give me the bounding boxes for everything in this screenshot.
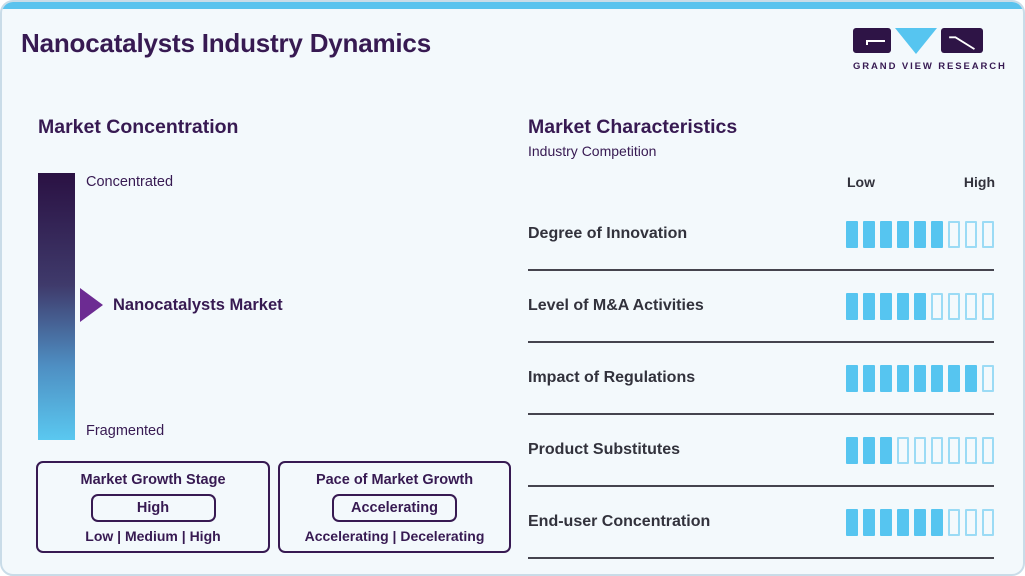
- fragmented-label: Fragmented: [86, 423, 165, 439]
- rating-segment-filled: [863, 364, 875, 392]
- rating-segment-empty: [982, 508, 994, 536]
- rating-segment-filled: [965, 364, 977, 392]
- pace-options: Accelerating | Decelerating: [304, 528, 485, 544]
- pace-value: Accelerating: [332, 494, 457, 522]
- page-title: Nanocatalysts Industry Dynamics: [21, 28, 431, 58]
- rating-segment-empty: [982, 292, 994, 320]
- rating-segment-empty: [965, 220, 977, 248]
- rating-bar: [846, 508, 994, 536]
- rating-segment-empty: [982, 436, 994, 464]
- rating-segment-filled: [897, 292, 909, 320]
- rating-segment-filled: [863, 220, 875, 248]
- rating-segment-empty: [965, 508, 977, 536]
- rating-segment-filled: [931, 220, 943, 248]
- rating-segment-filled: [846, 508, 858, 536]
- rating-segment-filled: [846, 364, 858, 392]
- rating-segment-filled: [846, 292, 858, 320]
- rating-segment-filled: [880, 508, 892, 536]
- characteristic-label: End-user Concentration: [528, 513, 711, 530]
- characteristic-row: Impact of Regulations: [528, 343, 994, 415]
- rating-segment-empty: [948, 436, 960, 464]
- rating-segment-empty: [931, 436, 943, 464]
- rating-segment-filled: [880, 364, 892, 392]
- rating-segment-filled: [863, 508, 875, 536]
- characteristic-label: Impact of Regulations: [528, 369, 696, 386]
- rating-segment-empty: [982, 364, 994, 392]
- rating-segment-filled: [914, 292, 926, 320]
- rating-segment-filled: [880, 292, 892, 320]
- concentrated-label: Concentrated: [86, 174, 174, 190]
- rating-segment-filled: [846, 220, 858, 248]
- rating-segment-filled: [914, 220, 926, 248]
- rating-segment-filled: [880, 220, 892, 248]
- rating-segment-filled: [897, 508, 909, 536]
- growth-stage-title: Market Growth Stage: [80, 472, 226, 488]
- rating-segment-empty: [948, 508, 960, 536]
- rating-segment-filled: [880, 436, 892, 464]
- market-characteristics-title: Market Characteristics: [528, 116, 738, 138]
- top-accent-strip: [2, 2, 1023, 9]
- characteristic-row: End-user Concentration: [528, 487, 994, 559]
- rating-segment-empty: [948, 220, 960, 248]
- rating-segment-empty: [897, 436, 909, 464]
- rating-segment-empty: [965, 292, 977, 320]
- rating-bar: [846, 436, 994, 464]
- rating-segment-filled: [897, 220, 909, 248]
- growth-stage-value: High: [90, 494, 216, 522]
- rating-segment-filled: [863, 292, 875, 320]
- rating-segment-empty: [914, 436, 926, 464]
- characteristic-row: Degree of Innovation: [528, 199, 994, 271]
- characteristic-label: Level of M&A Activities: [528, 297, 704, 314]
- characteristics-rows: Degree of Innovation Level of M&A Activit…: [528, 199, 994, 559]
- rating-scale-header: Low High: [847, 174, 995, 190]
- market-pointer-label: Nanocatalysts Market: [113, 296, 283, 314]
- logo-wordmark: GRAND VIEW RESEARCH: [853, 61, 1007, 72]
- scale-high-label: High: [963, 174, 995, 190]
- rating-bar: [846, 292, 994, 320]
- concentration-gradient-bar: [38, 173, 75, 440]
- market-concentration-title: Market Concentration: [38, 116, 239, 138]
- market-pointer-arrow-icon: [80, 288, 103, 322]
- logo-g-icon: [853, 28, 891, 53]
- rating-segment-filled: [931, 508, 943, 536]
- logo-r-icon: [941, 28, 983, 53]
- pace-of-growth-box: Pace of Market Growth Accelerating Accel…: [278, 461, 511, 553]
- rating-segment-filled: [948, 364, 960, 392]
- market-growth-stage-box: Market Growth Stage High Low | Medium | …: [36, 461, 270, 553]
- characteristic-label: Product Substitutes: [528, 441, 681, 458]
- rating-segment-filled: [863, 436, 875, 464]
- rating-segment-filled: [897, 364, 909, 392]
- rating-segment-empty: [965, 436, 977, 464]
- rating-bar: [846, 364, 994, 392]
- gvr-logo-marks: [853, 28, 999, 54]
- rating-bar: [846, 220, 994, 248]
- pace-title: Pace of Market Growth: [315, 472, 474, 488]
- logo-v-icon: [895, 28, 937, 54]
- rating-segment-empty: [931, 292, 943, 320]
- rating-segment-filled: [914, 508, 926, 536]
- scale-low-label: Low: [847, 174, 875, 190]
- rating-segment-empty: [948, 292, 960, 320]
- rating-segment-filled: [914, 364, 926, 392]
- characteristic-row: Level of M&A Activities: [528, 271, 994, 343]
- industry-competition-subtitle: Industry Competition: [528, 143, 657, 159]
- rating-segment-empty: [982, 220, 994, 248]
- characteristic-row: Product Substitutes: [528, 415, 994, 487]
- growth-stage-options: Low | Medium | High: [85, 528, 221, 544]
- characteristic-label: Degree of Innovation: [528, 225, 688, 242]
- rating-segment-filled: [846, 436, 858, 464]
- gvr-logo: GRAND VIEW RESEARCH: [853, 28, 1007, 72]
- rating-segment-filled: [931, 364, 943, 392]
